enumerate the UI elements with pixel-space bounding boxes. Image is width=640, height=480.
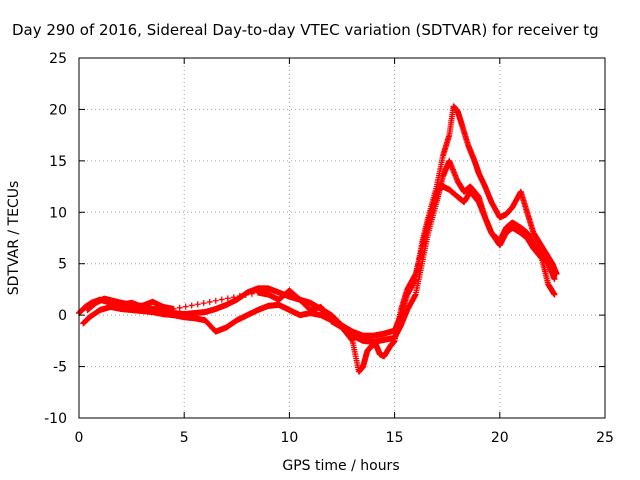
data-point xyxy=(551,276,558,283)
y-axis-label: SDTVAR / TECUs xyxy=(6,181,22,296)
data-point xyxy=(218,296,225,303)
y-tick-label: 10 xyxy=(49,205,67,221)
axis-ticks: 0 5 10 15 20 25 -10 -5 0 5 10 15 20 25 xyxy=(44,51,614,446)
data-point xyxy=(230,294,237,301)
data-point xyxy=(348,336,355,343)
y-tick-label: 25 xyxy=(49,51,67,67)
data-point xyxy=(200,300,207,307)
x-tick-label: 10 xyxy=(280,430,298,446)
plot-frame xyxy=(78,57,606,419)
y-tick-label: 15 xyxy=(49,154,67,170)
x-tick-label: 0 xyxy=(75,430,84,446)
y-tick-label: 20 xyxy=(49,102,67,118)
x-tick-label: 20 xyxy=(491,430,509,446)
data-point xyxy=(182,303,189,310)
data-point xyxy=(248,290,255,297)
x-tick-label: 5 xyxy=(180,430,189,446)
y-tick-label: -10 xyxy=(44,411,67,427)
data-point xyxy=(188,302,195,309)
data-point xyxy=(242,291,249,298)
y-tick-label: -5 xyxy=(53,360,67,376)
data-point xyxy=(551,291,558,298)
chart-title: Day 290 of 2016, Sidereal Day-to-day VTE… xyxy=(12,21,599,39)
data-point xyxy=(170,305,177,312)
x-axis-label: GPS time / hours xyxy=(282,458,399,474)
y-tick-label: 0 xyxy=(58,308,67,324)
data-point xyxy=(224,295,231,302)
series-track-3 xyxy=(84,183,558,375)
data-point xyxy=(206,298,213,305)
x-tick-label: 25 xyxy=(596,430,614,446)
data-point xyxy=(176,304,183,311)
data-point xyxy=(212,297,219,304)
data-point xyxy=(236,293,243,300)
y-tick-label: 5 xyxy=(58,257,67,273)
data-points xyxy=(76,103,560,375)
data-point xyxy=(194,301,201,308)
x-tick-label: 15 xyxy=(386,430,404,446)
